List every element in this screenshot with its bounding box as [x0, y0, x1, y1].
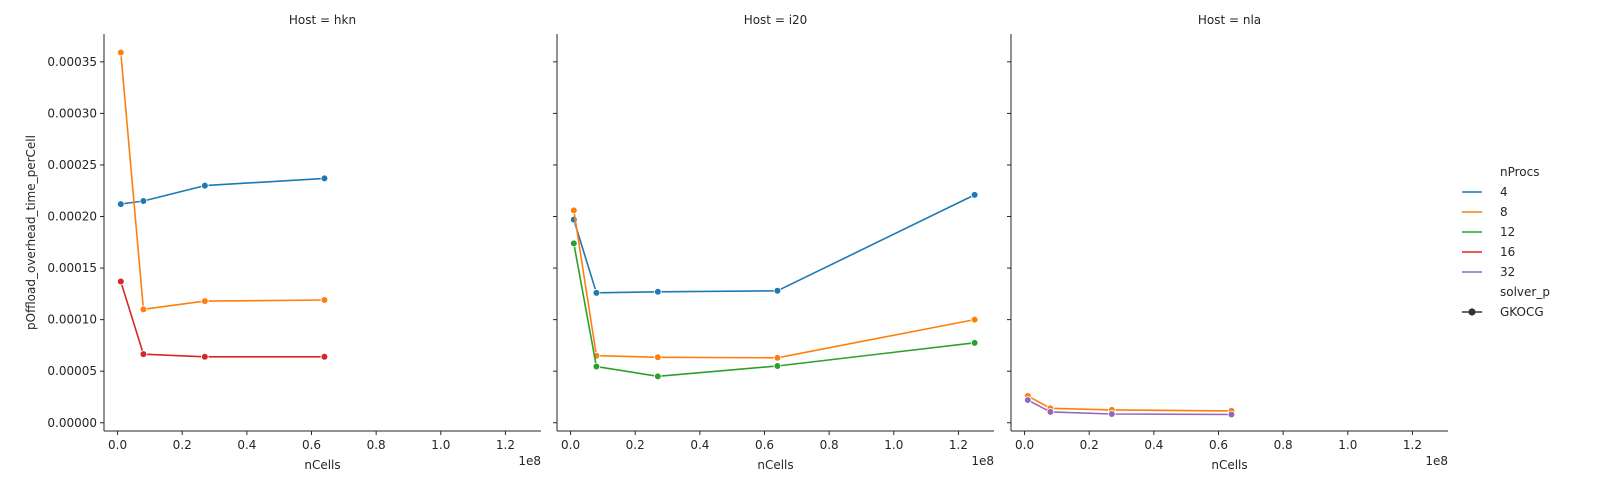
data-point — [654, 372, 662, 381]
data-point — [654, 353, 662, 362]
data-point — [139, 305, 148, 314]
data-point — [117, 200, 125, 208]
legend: nProcs 4 8 12 16 32 solver_p GKOCG — [1462, 165, 1550, 319]
x-tick-label: 1.0 — [431, 438, 450, 452]
y-tick-label: 0.00035 — [47, 55, 97, 69]
series-line-4 — [120, 177, 325, 205]
data-point — [320, 352, 329, 361]
y-tick-label: 0.00025 — [47, 158, 97, 172]
data-point — [570, 206, 578, 215]
x-tick-label: 0.8 — [367, 438, 386, 452]
y-tick-label: 0.00015 — [47, 261, 97, 275]
x-tick-label: 0.2 — [626, 438, 645, 452]
x-axis-label: nCells — [304, 458, 340, 472]
data-point — [654, 287, 662, 296]
series-line-32 — [1027, 399, 1232, 416]
data-point — [117, 277, 125, 286]
data-point — [1046, 408, 1055, 416]
y-tick-label: 0.00030 — [47, 106, 97, 120]
x-tick-label: 1.0 — [884, 438, 903, 452]
legend-title: nProcs — [1500, 165, 1540, 179]
x-tick-label: 0.8 — [820, 438, 839, 452]
data-point — [970, 339, 979, 347]
x-axis-label: nCells — [757, 458, 793, 472]
x-offset-label: 1e8 — [971, 454, 994, 468]
legend-title: solver_p — [1500, 285, 1550, 299]
y-tick-label: 0.00010 — [47, 313, 97, 327]
facet-title: Host = hkn — [289, 13, 356, 27]
data-point — [592, 362, 601, 371]
x-tick-label: 0.6 — [755, 438, 774, 452]
series-line-8 — [573, 210, 975, 359]
data-point — [773, 353, 782, 362]
legend-label: 16 — [1500, 245, 1515, 259]
legend-label: 8 — [1500, 205, 1508, 219]
data-point — [1108, 410, 1116, 418]
y-tick-label: 0.00000 — [47, 416, 97, 430]
x-tick-label: 0.8 — [1274, 438, 1293, 452]
data-point — [201, 352, 209, 361]
data-point — [320, 174, 329, 183]
legend-label: 32 — [1500, 265, 1515, 279]
series-line-8 — [120, 52, 325, 311]
facet-title: Host = i20 — [744, 13, 808, 27]
data-point — [117, 48, 125, 57]
data-point — [201, 297, 209, 305]
x-tick-label: 0.0 — [108, 438, 127, 452]
x-tick-label: 0.4 — [1144, 438, 1163, 452]
data-point — [773, 286, 782, 295]
x-tick-label: 1.2 — [496, 438, 515, 452]
legend-label: 4 — [1500, 185, 1508, 199]
legend-marker — [1468, 308, 1476, 316]
data-point — [970, 191, 979, 199]
data-point — [201, 181, 209, 190]
x-tick-label: 1.0 — [1338, 438, 1357, 452]
data-point — [1024, 396, 1032, 404]
x-tick-label: 0.6 — [1209, 438, 1228, 452]
y-axis-label: pOffload_overhead_time_perCell — [24, 135, 38, 330]
series-line-16 — [120, 281, 325, 358]
legend-label: 12 — [1500, 225, 1515, 239]
data-point — [970, 315, 979, 324]
x-tick-label: 1.2 — [1403, 438, 1422, 452]
x-tick-label: 0.4 — [690, 438, 709, 452]
x-tick-label: 0.4 — [237, 438, 256, 452]
legend-label: GKOCG — [1500, 305, 1544, 319]
panel-hkn: Host = hkn 0.00000 0.00005 0.00010 0.00015 0.… — [24, 13, 541, 472]
data-point — [139, 350, 148, 358]
chart-panels: Host = hkn 0.00000 0.00005 0.00010 0.00015 0.… — [24, 13, 1448, 472]
x-tick-label: 0.6 — [302, 438, 321, 452]
series-line-4 — [573, 194, 975, 294]
facet-title: Host = nla — [1198, 13, 1261, 27]
x-axis-label: nCells — [1211, 458, 1247, 472]
data-point — [773, 362, 782, 370]
y-tick-label: 0.00005 — [47, 364, 97, 378]
series-line-8 — [1027, 395, 1232, 412]
x-tick-label: 0.0 — [1015, 438, 1034, 452]
x-tick-label: 0.0 — [561, 438, 580, 452]
data-point — [592, 289, 601, 297]
data-point — [320, 296, 329, 304]
x-tick-label: 0.2 — [173, 438, 192, 452]
data-point — [139, 197, 148, 205]
x-offset-label: 1e8 — [1425, 454, 1448, 468]
y-tick-label: 0.00020 — [47, 210, 97, 224]
x-tick-label: 0.2 — [1080, 438, 1099, 452]
data-point — [570, 239, 578, 248]
data-point — [1227, 410, 1236, 419]
x-tick-label: 1.2 — [949, 438, 968, 452]
x-offset-label: 1e8 — [518, 454, 541, 468]
